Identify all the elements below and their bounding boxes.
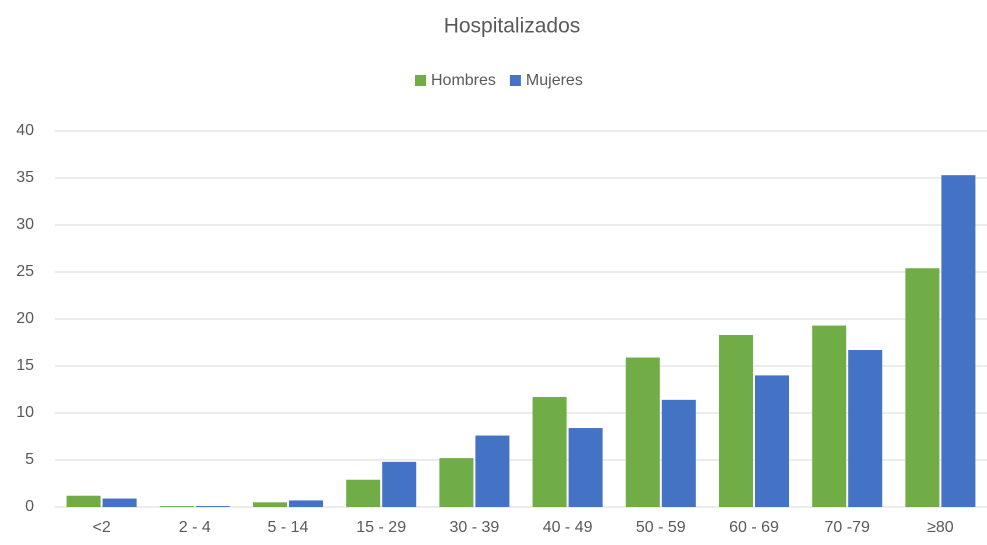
bar bbox=[905, 268, 940, 507]
y-tick-label: 10 bbox=[16, 404, 34, 421]
bar bbox=[289, 500, 324, 507]
x-tick-label: 40 - 49 bbox=[543, 519, 593, 536]
bar bbox=[755, 375, 790, 507]
bar bbox=[346, 479, 381, 507]
legend-label: Mujeres bbox=[526, 72, 583, 89]
bar bbox=[159, 506, 194, 507]
x-tick-label: 70 -79 bbox=[825, 519, 870, 536]
y-tick-label: 35 bbox=[16, 169, 34, 186]
x-tick-label: 30 - 39 bbox=[449, 519, 499, 536]
bar bbox=[812, 325, 847, 507]
x-tick-label: 15 - 29 bbox=[356, 519, 406, 536]
bar bbox=[718, 334, 753, 507]
y-tick-label: 15 bbox=[16, 357, 34, 374]
y-tick-label: 25 bbox=[16, 263, 34, 280]
x-tick-label: 60 - 69 bbox=[729, 519, 779, 536]
bar bbox=[661, 399, 696, 507]
legend-swatch bbox=[509, 75, 521, 86]
x-tick-label: 5 - 14 bbox=[268, 519, 309, 536]
y-tick-label: 40 bbox=[16, 122, 34, 139]
bar bbox=[848, 350, 883, 507]
bar bbox=[475, 435, 510, 507]
chart-title: Hospitalizados bbox=[444, 15, 581, 38]
y-tick-label: 30 bbox=[16, 216, 34, 233]
bar bbox=[532, 397, 567, 507]
bar bbox=[195, 506, 230, 507]
bar bbox=[252, 502, 287, 507]
x-tick-label: <2 bbox=[92, 519, 110, 536]
y-tick-label: 20 bbox=[16, 310, 34, 327]
y-tick-label: 5 bbox=[25, 451, 34, 468]
legend-label: Hombres bbox=[431, 72, 496, 89]
x-tick-label: ≥80 bbox=[927, 519, 954, 536]
bar bbox=[66, 495, 101, 507]
bar bbox=[102, 498, 137, 507]
bar bbox=[625, 357, 660, 507]
legend-swatch bbox=[415, 75, 426, 86]
bar bbox=[568, 428, 603, 507]
x-tick-label: 2 - 4 bbox=[179, 519, 211, 536]
bar bbox=[439, 458, 474, 507]
bar bbox=[382, 461, 417, 507]
y-tick-label: 0 bbox=[25, 498, 34, 515]
x-tick-label: 50 - 59 bbox=[636, 519, 686, 536]
bar bbox=[941, 175, 976, 507]
